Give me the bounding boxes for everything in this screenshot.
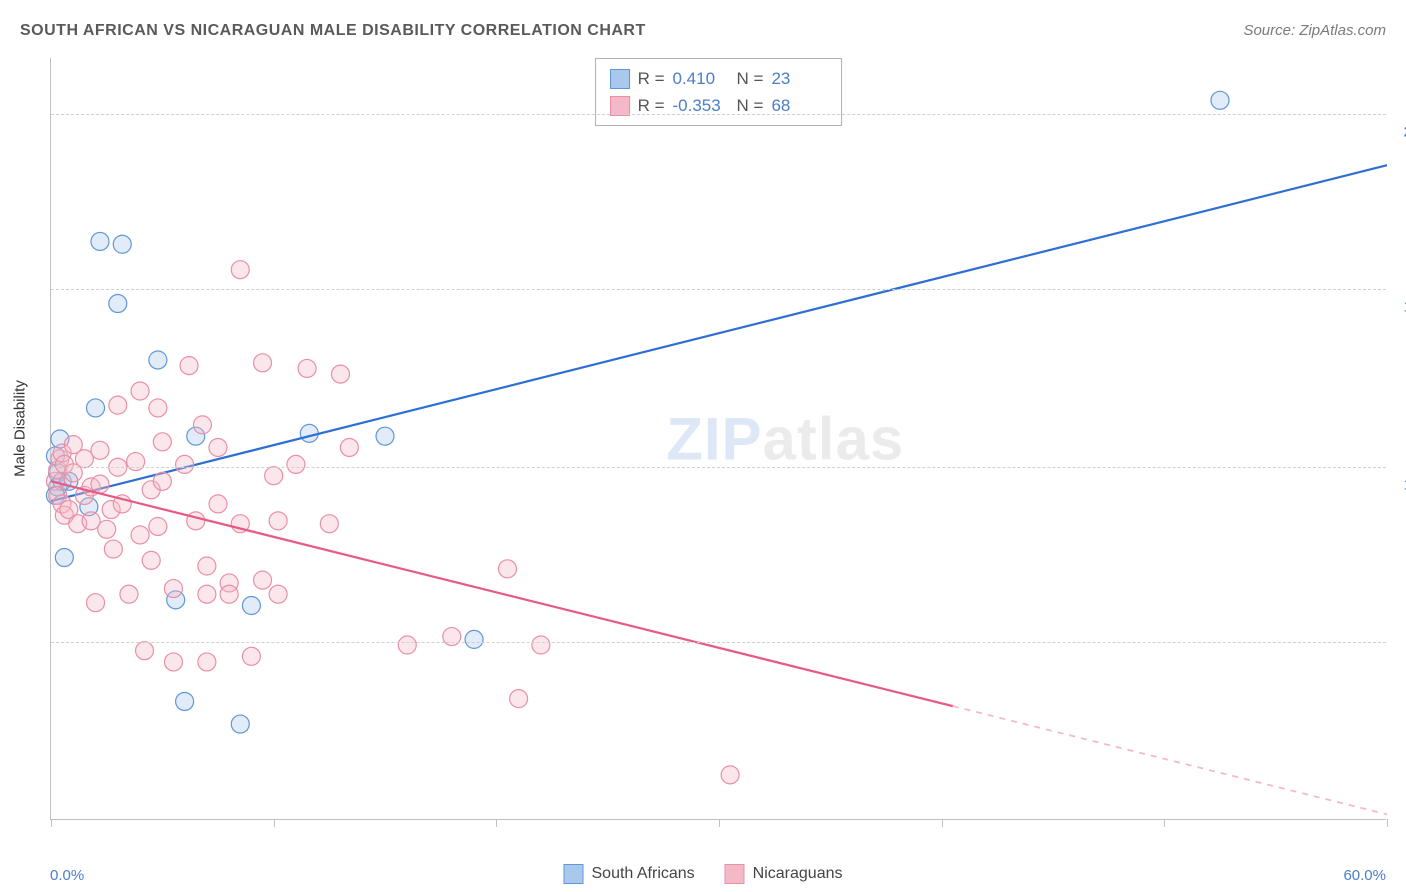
data-point [113, 235, 131, 253]
stats-R-label-0: R = [638, 65, 665, 92]
data-point [142, 551, 160, 569]
data-point [376, 427, 394, 445]
data-point [231, 715, 249, 733]
data-point [242, 647, 260, 665]
data-point [164, 653, 182, 671]
swatch-series-1 [610, 96, 630, 116]
data-point [198, 557, 216, 575]
data-point [287, 455, 305, 473]
gridline [51, 289, 1386, 290]
data-point [109, 295, 127, 313]
legend-item-1: Nicaraguans [725, 864, 843, 884]
regression-line-dashed [953, 706, 1387, 814]
legend-swatch-1 [725, 864, 745, 884]
data-point [269, 585, 287, 603]
data-point [331, 365, 349, 383]
data-point [164, 580, 182, 598]
data-point [498, 560, 516, 578]
chart-title: SOUTH AFRICAN VS NICARAGUAN MALE DISABIL… [20, 22, 646, 40]
data-point [721, 766, 739, 784]
plot-svg [51, 58, 1386, 819]
data-point [1211, 91, 1229, 109]
data-point [91, 441, 109, 459]
plot-area: ZIPatlas R = 0.410 N = 23 R = -0.353 N =… [50, 58, 1386, 820]
data-point [149, 399, 167, 417]
x-tick [496, 819, 497, 827]
data-point [131, 382, 149, 400]
chart-container: SOUTH AFRICAN VS NICARAGUAN MALE DISABIL… [0, 0, 1406, 892]
stats-R-val-0: 0.410 [673, 65, 729, 92]
data-point [91, 475, 109, 493]
stats-N-label-0: N = [737, 65, 764, 92]
stats-legend-box: R = 0.410 N = 23 R = -0.353 N = 68 [595, 58, 843, 126]
x-tick [1164, 819, 1165, 827]
data-point [104, 540, 122, 558]
data-point [120, 585, 138, 603]
y-axis-label: Male Disability [12, 380, 29, 477]
x-tick [51, 819, 52, 827]
legend-item-0: South Africans [564, 864, 695, 884]
regression-line [51, 481, 953, 706]
gridline [51, 642, 1386, 643]
legend-label-0: South Africans [592, 865, 695, 883]
data-point [510, 690, 528, 708]
gridline [51, 114, 1386, 115]
data-point [254, 354, 272, 372]
data-point [532, 636, 550, 654]
x-tick [719, 819, 720, 827]
data-point [98, 520, 116, 538]
data-point [149, 517, 167, 535]
data-point [198, 653, 216, 671]
data-point [176, 455, 194, 473]
data-point [149, 351, 167, 369]
x-tick [942, 819, 943, 827]
data-point [209, 438, 227, 456]
gridline [51, 467, 1386, 468]
data-point [180, 357, 198, 375]
swatch-series-0 [610, 69, 630, 89]
data-point [398, 636, 416, 654]
data-point [87, 594, 105, 612]
stats-N-val-0: 23 [771, 65, 827, 92]
stats-row-0: R = 0.410 N = 23 [610, 65, 828, 92]
x-axis-min-label: 0.0% [50, 867, 84, 884]
x-tick [274, 819, 275, 827]
data-point [193, 416, 211, 434]
data-point [254, 571, 272, 589]
data-point [176, 692, 194, 710]
data-point [153, 472, 171, 490]
regression-line [51, 165, 1387, 501]
data-point [136, 642, 154, 660]
data-point [55, 549, 73, 567]
data-point [265, 467, 283, 485]
data-point [187, 512, 205, 530]
data-point [320, 515, 338, 533]
data-point [242, 597, 260, 615]
data-point [231, 261, 249, 279]
data-point [209, 495, 227, 513]
data-point [198, 585, 216, 603]
data-point [269, 512, 287, 530]
bottom-legend: South Africans Nicaraguans [564, 864, 843, 884]
data-point [87, 399, 105, 417]
chart-source: Source: ZipAtlas.com [1243, 22, 1386, 39]
x-axis-max-label: 60.0% [1343, 867, 1386, 884]
x-tick [1387, 819, 1388, 827]
legend-label-1: Nicaraguans [753, 865, 843, 883]
data-point [91, 232, 109, 250]
data-point [109, 396, 127, 414]
data-point [465, 630, 483, 648]
data-point [153, 433, 171, 451]
data-point [131, 526, 149, 544]
data-point [340, 438, 358, 456]
data-point [300, 424, 318, 442]
data-point [298, 359, 316, 377]
legend-swatch-0 [564, 864, 584, 884]
data-point [220, 585, 238, 603]
